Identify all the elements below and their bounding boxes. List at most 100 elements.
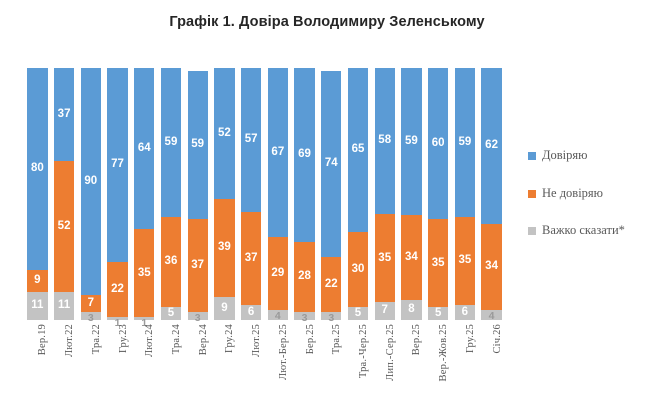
bar-segment-trust[interactable]: 90 <box>80 68 101 295</box>
bar-segment-distrust[interactable]: 34 <box>401 215 422 301</box>
bar-group[interactable]: 74 22 3 <box>318 68 345 323</box>
bar-segment-trust[interactable]: 60 <box>427 68 449 220</box>
x-axis-tick: Вер.-Жов.25 <box>425 322 452 408</box>
bar-segment-trust[interactable]: 80 <box>27 68 48 270</box>
x-axis-tick-label: Лип.-Сер.25 <box>384 324 396 381</box>
bar-group[interactable]: 69 28 3 <box>291 68 318 323</box>
bar-group[interactable]: 37 52 11 <box>51 68 78 320</box>
bar-segment-trust[interactable]: 52 <box>214 68 235 200</box>
bar-segment-hard-to-say[interactable]: 5 <box>160 306 182 320</box>
bar-group[interactable]: 64 35 1 <box>131 68 158 328</box>
bar-segment-hard-to-say[interactable]: 6 <box>240 304 262 320</box>
bar-group[interactable]: 77 22 1 <box>104 68 131 328</box>
bar-value-label: 5 <box>167 306 175 319</box>
bar-group[interactable]: 57 37 6 <box>238 68 265 320</box>
bar-group[interactable]: 59 35 6 <box>452 68 479 320</box>
legend-item[interactable]: Довіряю <box>528 148 650 164</box>
bar-segment-trust[interactable]: 64 <box>134 68 155 230</box>
bar-segment-trust[interactable]: 65 <box>347 68 369 232</box>
bar-segment-hard-to-say[interactable]: 11 <box>27 292 48 320</box>
bar-group[interactable]: 52 39 9 <box>211 68 238 320</box>
bar-segment-trust[interactable]: 74 <box>321 70 342 258</box>
legend-item[interactable]: Не довіряю <box>528 186 650 202</box>
bar-segment-distrust[interactable]: 35 <box>374 214 395 303</box>
bar-segment-distrust[interactable]: 30 <box>347 231 369 308</box>
bar-group[interactable]: 62 34 4 <box>478 68 505 322</box>
bar-segment-distrust[interactable]: 22 <box>321 257 342 313</box>
bar-group[interactable]: 65 30 5 <box>345 68 372 320</box>
bar-segment-hard-to-say[interactable]: 5 <box>427 307 449 320</box>
bar-segment-distrust[interactable]: 9 <box>27 269 48 293</box>
bar-segment-trust[interactable]: 59 <box>187 70 208 220</box>
bar-stack: 90 7 3 <box>80 68 101 323</box>
bar-segment-hard-to-say[interactable]: 4 <box>267 309 288 321</box>
bar-segment-hard-to-say[interactable]: 3 <box>294 312 315 323</box>
bar-stack: 69 28 3 <box>294 68 315 323</box>
bar-segment-trust[interactable]: 62 <box>481 68 502 225</box>
bar-segment-distrust[interactable]: 35 <box>454 216 476 305</box>
bar-segment-distrust[interactable]: 7 <box>80 294 101 313</box>
bar-stack: 65 30 5 <box>347 68 369 320</box>
bar-segment-distrust[interactable]: 37 <box>187 219 208 313</box>
bar-segment-hard-to-say[interactable]: 3 <box>80 312 101 323</box>
bar-stack: 59 34 8 <box>401 68 422 320</box>
bar-group[interactable]: 80 9 11 <box>24 68 51 320</box>
bar-segment-trust[interactable]: 58 <box>374 68 395 215</box>
bar-segment-trust[interactable]: 59 <box>454 68 476 217</box>
bar-value-label: 65 <box>351 143 365 156</box>
bar-segment-distrust[interactable]: 34 <box>481 224 502 310</box>
x-axis-tick-label: Бер.25 <box>304 324 316 355</box>
bar-segment-distrust[interactable]: 35 <box>427 219 449 308</box>
bar-segment-distrust[interactable]: 29 <box>267 236 288 310</box>
bar-group[interactable]: 58 35 7 <box>371 68 398 320</box>
bar-segment-distrust[interactable]: 37 <box>240 211 262 305</box>
bar-segment-distrust[interactable]: 39 <box>214 199 235 298</box>
plot-area: 80 9 11 37 52 11 90 7 3 77 22 1 64 35 1 59 36 5 59 37 3 52 39 9… <box>24 68 505 328</box>
legend-item[interactable]: Важко сказати* <box>528 223 650 239</box>
bar-segment-trust[interactable]: 67 <box>267 68 288 237</box>
bar-stack: 60 35 5 <box>427 68 449 320</box>
bar-value-label: 35 <box>431 256 445 269</box>
bar-segment-hard-to-say[interactable]: 9 <box>214 297 235 320</box>
bar-segment-hard-to-say[interactable]: 8 <box>401 300 422 320</box>
bar-segment-trust[interactable]: 37 <box>53 68 75 162</box>
bar-group[interactable]: 60 35 5 <box>425 68 452 320</box>
bar-group[interactable]: 59 34 8 <box>398 68 425 320</box>
bar-segment-hard-to-say[interactable]: 5 <box>347 307 369 320</box>
bar-segment-distrust[interactable]: 52 <box>53 161 75 293</box>
x-axis-tick-label: Гру.23 <box>117 324 129 354</box>
bar-segment-hard-to-say[interactable]: 1 <box>134 317 155 328</box>
bar-value-label: 9 <box>34 274 41 287</box>
x-axis-tick-label: Тра.22 <box>90 324 102 355</box>
bar-segment-distrust[interactable]: 36 <box>160 216 182 308</box>
bar-value-label: 77 <box>111 158 124 171</box>
x-axis-tick: Вер.19 <box>24 322 51 408</box>
bar-segment-distrust[interactable]: 22 <box>107 262 128 318</box>
bar-segment-distrust[interactable]: 28 <box>294 241 315 313</box>
bar-segment-hard-to-say[interactable]: 1 <box>107 317 128 328</box>
bar-group[interactable]: 67 29 4 <box>264 68 291 321</box>
bar-segment-hard-to-say[interactable]: 3 <box>187 312 208 323</box>
bar-segment-trust[interactable]: 57 <box>240 68 262 212</box>
bar-value-label: 6 <box>247 305 255 318</box>
bar-value-label: 11 <box>31 299 44 312</box>
bar-segment-hard-to-say[interactable]: 4 <box>481 309 502 322</box>
bar-segment-hard-to-say[interactable]: 7 <box>374 302 395 320</box>
bar-value-label: 67 <box>271 145 285 158</box>
bar-value-label: 4 <box>488 309 495 322</box>
bar-segment-trust[interactable]: 59 <box>401 68 422 216</box>
bar-segment-hard-to-say[interactable]: 6 <box>454 304 476 320</box>
legend-swatch-icon <box>528 189 536 198</box>
bar-group[interactable]: 90 7 3 <box>77 68 104 323</box>
chart-title: Графік 1. Довіра Володимиру Зеленському <box>169 14 485 30</box>
bar-segment-hard-to-say[interactable]: 11 <box>53 292 75 320</box>
bar-group[interactable]: 59 37 3 <box>184 68 211 323</box>
bar-segment-trust[interactable]: 77 <box>107 68 128 263</box>
x-axis-labels: Вер.19 Лют.22 Тра.22 Гру.23 Лют.24 Тра.24 Вер.… <box>24 322 505 408</box>
bar-segment-trust[interactable]: 69 <box>294 68 315 242</box>
bar-segment-trust[interactable]: 59 <box>160 68 182 217</box>
bar-segment-hard-to-say[interactable]: 3 <box>321 312 342 323</box>
bar-group[interactable]: 59 36 5 <box>158 68 185 320</box>
bar-segment-distrust[interactable]: 35 <box>134 229 155 318</box>
bar-value-label: 37 <box>244 251 258 264</box>
